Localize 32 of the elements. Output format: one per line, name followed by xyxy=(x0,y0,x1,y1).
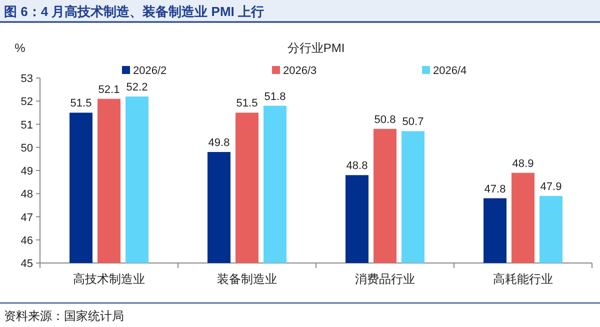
y-axis-title: % xyxy=(14,41,26,55)
data-label: 49.8 xyxy=(208,137,230,149)
y-tick-label: 50 xyxy=(20,142,33,154)
data-label: 50.7 xyxy=(402,116,424,128)
x-tick-label: 高耗能行业 xyxy=(493,272,553,286)
y-tick-label: 51 xyxy=(20,119,33,132)
data-label: 52.1 xyxy=(98,84,120,96)
data-label: 48.9 xyxy=(512,158,534,170)
legend-label: 2026/2 xyxy=(133,65,167,77)
data-label: 52.2 xyxy=(126,82,148,94)
x-tick-label: 消费品行业 xyxy=(355,272,415,286)
x-tick-label: 高技术制造业 xyxy=(73,272,145,286)
data-label: 47.8 xyxy=(484,183,506,196)
text: 资料来源：国家统计局 xyxy=(4,309,124,323)
legend-label: 2026/4 xyxy=(433,65,467,77)
chart-subtitle: 分行业PMI xyxy=(287,41,345,55)
data-label: 47.9 xyxy=(540,180,562,193)
y-tick-label: 48 xyxy=(20,188,33,201)
y-tick-label: 46 xyxy=(20,234,33,247)
y-tick-label: 49 xyxy=(20,166,33,178)
data-label: 48.8 xyxy=(346,160,368,172)
y-tick-label: 52 xyxy=(20,96,33,108)
chart-title: 图 6：4 月高技术制造、装备制造业 PMI 上行 xyxy=(4,4,264,19)
data-label: 51.8 xyxy=(264,90,286,103)
data-label: 51.5 xyxy=(70,98,92,110)
data-label: 51.5 xyxy=(236,98,258,110)
legend-label: 2026/3 xyxy=(283,65,317,77)
y-tick-label: 45 xyxy=(20,258,33,270)
x-tick-label: 装备制造业 xyxy=(217,272,277,286)
data-label: 50.8 xyxy=(374,114,396,126)
y-tick-label: 47 xyxy=(20,212,33,224)
y-tick-label: 53 xyxy=(20,73,33,85)
